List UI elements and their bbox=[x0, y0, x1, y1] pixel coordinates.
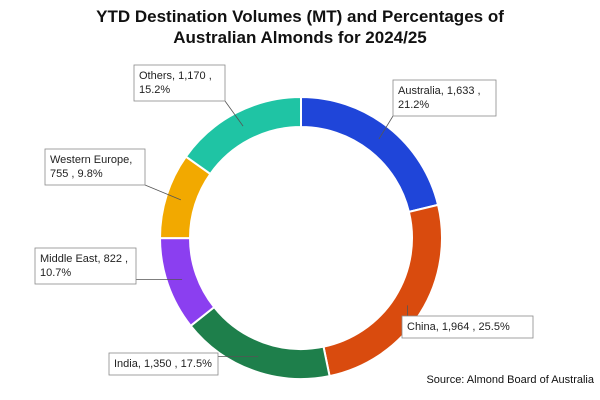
source-note: Source: Almond Board of Australia bbox=[426, 374, 594, 386]
callout-india: India, 1,350 , 17.5% bbox=[108, 352, 219, 376]
callout-box bbox=[401, 315, 534, 339]
data-label: 15.2% bbox=[139, 84, 170, 96]
leader-line-western-europe bbox=[144, 184, 182, 201]
callout-box bbox=[392, 79, 497, 117]
slices-layer bbox=[158, 95, 443, 380]
data-label: Others, 1,170 , bbox=[139, 70, 212, 82]
slice-china bbox=[322, 203, 443, 378]
callout-box bbox=[44, 148, 146, 186]
slice-others bbox=[184, 95, 302, 176]
data-label: 755 , 9.8% bbox=[50, 168, 103, 180]
callout-middle-east: Middle East, 822 , 10.7% bbox=[34, 247, 137, 285]
data-label: Australia, 1,633 , bbox=[398, 85, 481, 97]
callout-box bbox=[34, 247, 137, 285]
data-label: India, 1,350 , 17.5% bbox=[114, 358, 212, 370]
chart-title-line-2: Australian Almonds for 2024/25 bbox=[173, 28, 427, 47]
data-label: 10.7% bbox=[40, 267, 71, 279]
callout-box bbox=[133, 64, 226, 102]
data-label: Western Europe, bbox=[50, 154, 132, 166]
data-label: China, 1,964 , 25.5% bbox=[407, 321, 510, 333]
data-label: Middle East, 822 , bbox=[40, 253, 128, 265]
slice-middle-east bbox=[158, 237, 216, 328]
callout-box bbox=[108, 352, 219, 376]
callouts-layer: Australia, 1,633 , 21.2% China, 1,964 , 25… bbox=[34, 64, 534, 376]
chart-title: YTD Destination Volumes (MT) and Percent… bbox=[0, 6, 600, 48]
leader-line-australia bbox=[378, 115, 394, 140]
leader-line-others bbox=[224, 100, 244, 127]
callout-western-europe: Western Europe, 755 , 9.8% bbox=[44, 148, 146, 186]
callout-australia: Australia, 1,633 , 21.2% bbox=[392, 79, 497, 117]
callout-china: China, 1,964 , 25.5% bbox=[401, 315, 534, 339]
data-label: 21.2% bbox=[398, 99, 429, 111]
chart-title-line-1: YTD Destination Volumes (MT) and Percent… bbox=[96, 7, 504, 26]
callout-others: Others, 1,170 , 15.2% bbox=[133, 64, 226, 102]
